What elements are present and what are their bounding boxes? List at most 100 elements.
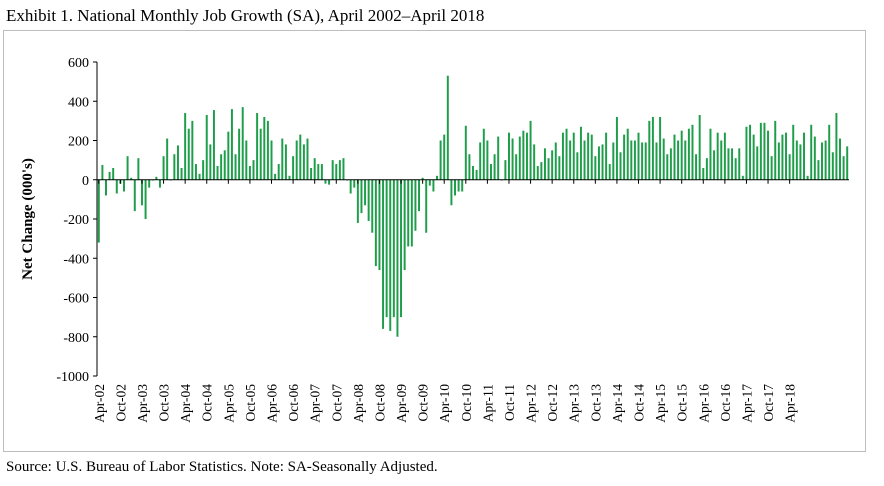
data-bar (252, 160, 255, 180)
data-bar (227, 131, 230, 180)
data-bar (166, 138, 169, 180)
data-bar (669, 148, 672, 180)
data-bar (281, 138, 284, 180)
data-bar (407, 179, 410, 247)
data-bar (274, 173, 277, 180)
data-bar (108, 171, 111, 180)
x-tick-label: Apr-11 (480, 384, 495, 422)
data-bar (605, 132, 608, 180)
data-bar (507, 132, 510, 180)
data-bar (687, 128, 690, 180)
data-bar (637, 132, 640, 180)
data-bar (425, 179, 428, 233)
data-bar (284, 144, 287, 180)
data-bar (277, 164, 280, 180)
data-bar (353, 179, 356, 188)
data-bar (137, 158, 140, 180)
x-tick-label: Apr-15 (653, 384, 668, 423)
data-bar (709, 128, 712, 180)
data-bar (756, 146, 759, 180)
data-bar (767, 130, 770, 180)
data-bar (472, 166, 474, 180)
chart-frame (3, 30, 866, 452)
data-bar (295, 140, 298, 180)
data-bar (695, 154, 698, 180)
data-bar (752, 134, 755, 180)
data-bar (364, 179, 367, 206)
data-bar (594, 156, 597, 180)
data-bar (698, 114, 701, 180)
data-bar (680, 130, 683, 180)
data-bar (338, 160, 341, 180)
data-bar (367, 179, 370, 221)
data-bar (371, 179, 374, 233)
data-bar (220, 154, 223, 180)
data-bar (648, 120, 651, 180)
x-tick-label: Oct-17 (761, 384, 776, 422)
data-bar (691, 124, 694, 180)
data-bar (158, 179, 161, 188)
x-tick-label: Oct-02 (113, 384, 128, 422)
data-bar (727, 148, 730, 180)
data-bar (180, 167, 183, 180)
x-tick-label: Apr-02 (92, 384, 107, 423)
data-bar (317, 164, 320, 180)
data-bar (651, 116, 654, 180)
x-tick-label: Oct-13 (588, 384, 603, 422)
x-tick-label: Oct-05 (243, 384, 258, 422)
data-bar (813, 136, 816, 180)
data-bar (666, 154, 669, 180)
data-bar (446, 75, 449, 180)
data-bar (572, 132, 575, 180)
data-bar (723, 132, 726, 180)
data-bar (597, 146, 600, 180)
data-bar (299, 134, 302, 180)
data-bar (486, 140, 489, 180)
data-bar (155, 176, 158, 180)
data-bar (842, 156, 845, 180)
data-bar (720, 140, 723, 180)
data-bar (824, 140, 827, 180)
data-bar (464, 125, 467, 180)
data-bar (324, 179, 327, 184)
data-bar (569, 140, 572, 180)
data-bar (475, 169, 478, 180)
data-bar (432, 179, 435, 192)
data-bar (554, 142, 557, 180)
data-bar (662, 138, 665, 180)
data-bar (162, 156, 165, 180)
data-bar (400, 179, 403, 318)
data-bar (612, 142, 615, 180)
data-bar (504, 160, 507, 180)
data-bar (328, 179, 331, 185)
data-bar (497, 136, 500, 180)
data-bar (454, 179, 456, 196)
data-bar (533, 144, 536, 180)
data-bar (493, 154, 496, 180)
data-bar (792, 124, 795, 180)
data-bar (212, 110, 215, 180)
y-tick-label: -1000 (56, 370, 89, 385)
y-tick-label: -600 (63, 292, 89, 307)
x-tick-label: Oct-06 (286, 384, 301, 422)
x-tick-label: Apr-12 (524, 384, 539, 423)
data-bar (576, 152, 579, 180)
data-bar (770, 156, 773, 180)
y-tick-label: 0 (82, 174, 89, 189)
data-bar (835, 113, 838, 180)
data-bar (414, 179, 417, 231)
data-bar (741, 175, 744, 180)
data-bar (144, 179, 147, 219)
x-tick-label: Apr-16 (696, 384, 711, 423)
data-bar (641, 142, 644, 180)
data-bar (378, 179, 381, 271)
data-bar (684, 140, 687, 180)
x-tick-label: Oct-03 (157, 384, 172, 422)
data-bar (436, 175, 439, 180)
x-tick-label: Apr-09 (394, 384, 409, 423)
data-bar (97, 179, 100, 243)
data-bar (418, 179, 421, 212)
x-tick-label: Apr-07 (308, 384, 323, 423)
y-tick-label: -200 (63, 213, 89, 228)
data-bar (759, 122, 762, 180)
